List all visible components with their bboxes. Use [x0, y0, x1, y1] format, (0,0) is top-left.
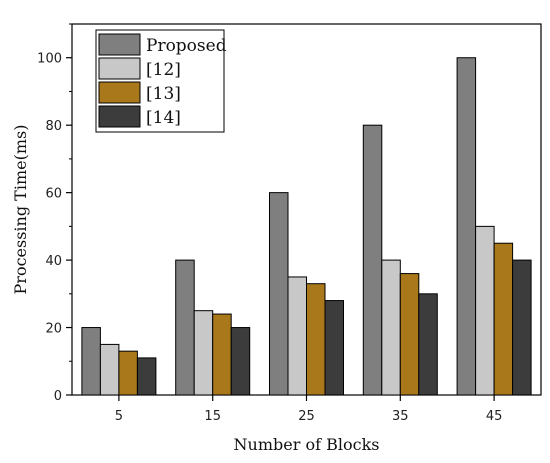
x-tick-label: 5: [115, 409, 123, 424]
y-tick-label: 80: [45, 119, 62, 134]
bar-1-cat-25: [269, 192, 289, 396]
x-axis-title: Number of Blocks: [234, 435, 380, 454]
bar-1-cat-15: [175, 259, 195, 396]
bar-4-cat-45: [512, 259, 532, 396]
bar-2-cat-15: [193, 310, 214, 396]
bar-3-cat-5: [118, 350, 138, 396]
legend-swatch: [98, 57, 141, 80]
x-tick-label: 35: [392, 409, 409, 424]
legend-label: [14]: [146, 108, 181, 128]
bar-3-cat-15: [212, 313, 232, 396]
bar-3-cat-35: [399, 273, 420, 396]
y-tick-label: 100: [37, 52, 62, 67]
legend-label: [12]: [146, 60, 181, 80]
bar-4-cat-5: [136, 357, 157, 396]
legend-swatch: [98, 33, 141, 56]
bar-4-cat-25: [324, 300, 344, 396]
x-tick-label: 15: [204, 409, 221, 424]
bar-2-cat-35: [381, 259, 401, 396]
y-tick-label: 20: [45, 322, 62, 337]
legend-swatch: [98, 105, 141, 128]
bar-2-cat-5: [99, 343, 120, 396]
bar-1-cat-5: [81, 327, 101, 396]
bars: [81, 57, 532, 396]
legend: Proposed [12] [13] [14]: [95, 29, 227, 133]
bar-3-cat-25: [306, 283, 326, 396]
legend-label: [13]: [146, 84, 181, 104]
y-tick-label: 40: [45, 254, 62, 269]
x-tick-label: 25: [298, 409, 315, 424]
bar-1-cat-45: [456, 57, 477, 396]
y-tick-label: 0: [54, 389, 62, 404]
bar-4-cat-15: [230, 327, 251, 396]
legend-swatch: [98, 81, 141, 104]
x-tick-label: 45: [486, 409, 503, 424]
bar-4-cat-35: [418, 293, 438, 396]
y-axis-title: Processing Time(ms): [11, 125, 30, 295]
bar-3-cat-45: [493, 242, 514, 396]
legend-label: Proposed: [146, 36, 227, 56]
y-tick-label: 60: [45, 187, 62, 202]
bar-1-cat-35: [362, 124, 383, 396]
bar-2-cat-25: [287, 276, 307, 396]
bar-2-cat-45: [475, 225, 495, 396]
